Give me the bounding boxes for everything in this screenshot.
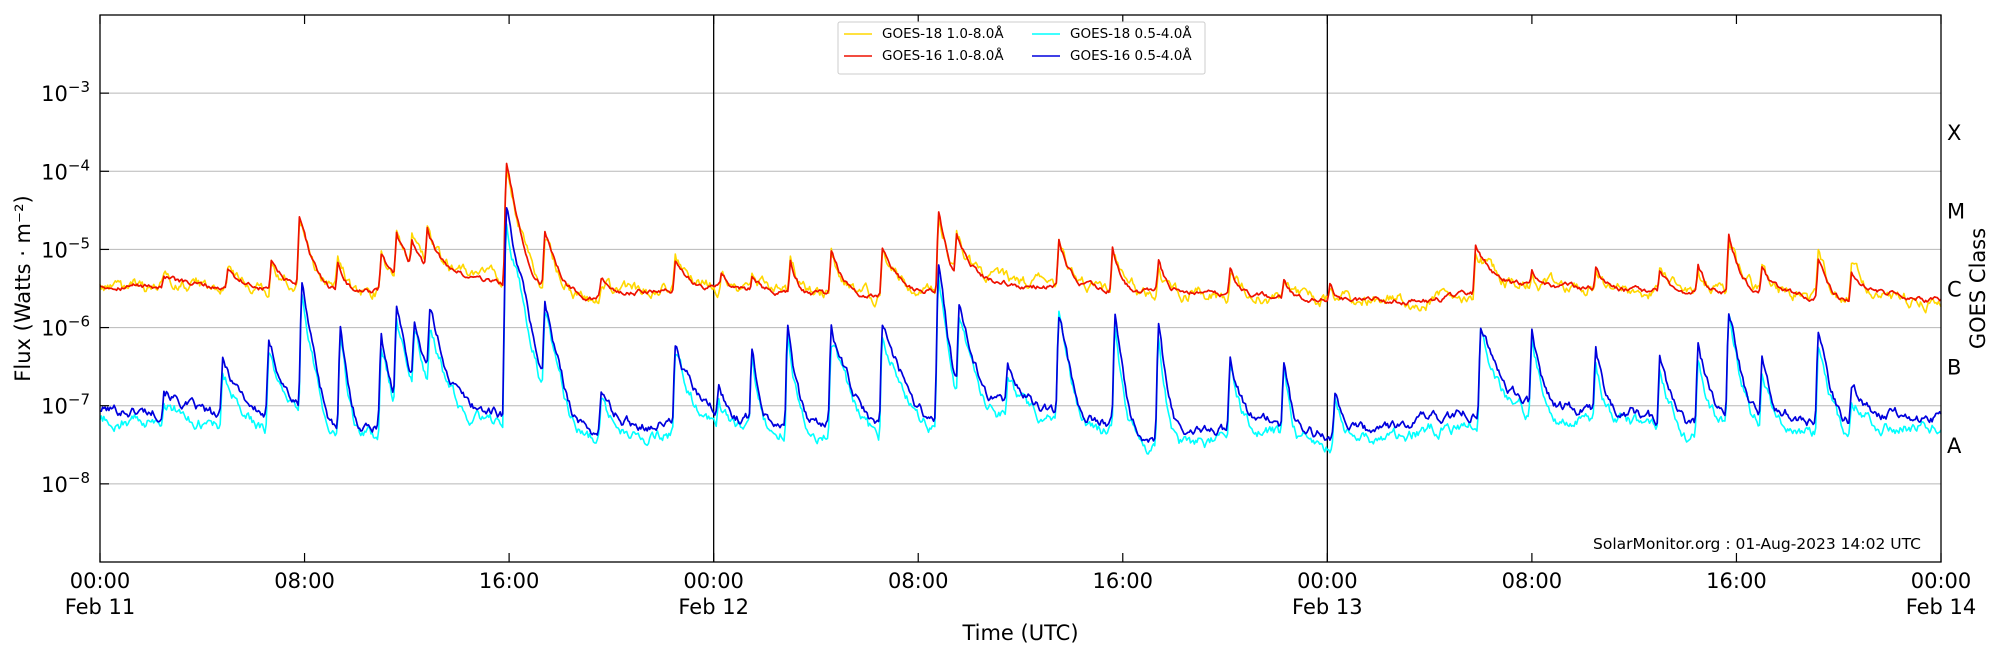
x-tick-time-0: 00:00 bbox=[70, 569, 131, 593]
y-tick-label-1: 10−4 bbox=[41, 156, 90, 184]
goes-class-label-m: M bbox=[1947, 199, 1965, 223]
x-tick-date-9: Feb 14 bbox=[1906, 595, 1977, 619]
legend-box bbox=[837, 21, 1206, 75]
x-tick-time-9: 00:00 bbox=[1911, 569, 1972, 593]
y-axis-title: Flux (Watts · m⁻²) bbox=[11, 195, 35, 381]
x-tick-date-3: Feb 12 bbox=[678, 595, 749, 619]
plot-area-frame bbox=[99, 14, 1942, 563]
legend-label-1: GOES-16 1.0-8.0Å bbox=[882, 47, 1004, 64]
goes-class-label-a: A bbox=[1947, 434, 1962, 458]
legend-label-3: GOES-16 0.5-4.0Å bbox=[1070, 47, 1192, 64]
x-tick-time-4: 08:00 bbox=[888, 569, 949, 593]
x-tick-date-6: Feb 13 bbox=[1292, 595, 1363, 619]
legend: GOES-18 1.0-8.0Å GOES-16 1.0-8.0Å GOES-18 … bbox=[837, 21, 1206, 75]
credit-annotation: SolarMonitor.org : 01-Aug-2023 14:02 UTC bbox=[1593, 535, 1921, 553]
legend-label-2: GOES-18 0.5-4.0Å bbox=[1070, 25, 1192, 42]
goes-class-label-x: X bbox=[1947, 121, 1961, 145]
y-tick-label-4: 10−7 bbox=[41, 391, 90, 419]
y-tick-label-3: 10−6 bbox=[41, 313, 90, 341]
y-tick-label-2: 10−5 bbox=[41, 234, 90, 262]
series-layer bbox=[99, 162, 1942, 455]
x-tick-time-3: 00:00 bbox=[683, 569, 744, 593]
y-tick-label-5: 10−8 bbox=[41, 469, 90, 497]
x-tick-time-1: 08:00 bbox=[274, 569, 335, 593]
x-tick-time-6: 00:00 bbox=[1297, 569, 1358, 593]
x-axis-title: Time (UTC) bbox=[961, 621, 1078, 645]
series-goes-16-1-0-8-0- bbox=[99, 162, 1942, 306]
x-tick-date-0: Feb 11 bbox=[65, 595, 136, 619]
series-goes-16-0-5-4-0- bbox=[99, 206, 1942, 443]
y-tick-label-0: 10−3 bbox=[41, 78, 90, 106]
x-tick-time-2: 16:00 bbox=[479, 569, 540, 593]
goes-class-axis-title: GOES Class bbox=[1966, 228, 1990, 349]
grid-layer bbox=[100, 92, 1941, 485]
tick-layer bbox=[99, 15, 1942, 562]
x-tick-time-8: 16:00 bbox=[1706, 569, 1767, 593]
series-goes-18-1-0-8-0- bbox=[99, 166, 1942, 314]
goes-class-label-b: B bbox=[1947, 356, 1961, 380]
goes-class-label-c: C bbox=[1947, 278, 1962, 302]
legend-label-0: GOES-18 1.0-8.0Å bbox=[882, 25, 1004, 42]
series-goes-18-0-5-4-0- bbox=[99, 223, 1942, 455]
x-tick-time-5: 16:00 bbox=[1093, 569, 1154, 593]
x-tick-time-7: 08:00 bbox=[1502, 569, 1563, 593]
